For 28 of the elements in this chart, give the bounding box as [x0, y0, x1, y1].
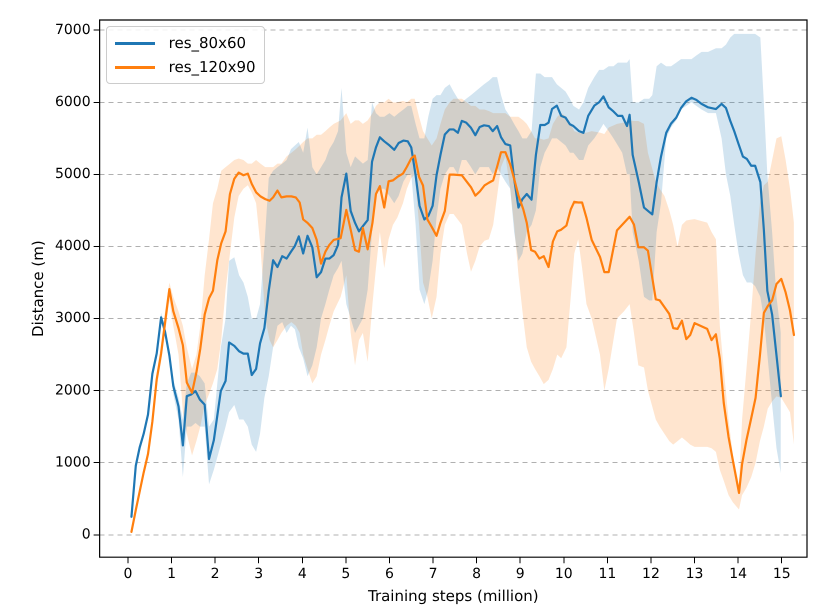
- y-tick-label: 4000: [54, 238, 91, 254]
- y-tick-label: 1000: [54, 454, 91, 470]
- y-tick-label: 5000: [54, 166, 91, 182]
- y-tick-label: 3000: [54, 310, 91, 326]
- x-axis-title: Training steps (million): [366, 586, 539, 605]
- x-tick-label: 8: [472, 566, 482, 582]
- x-tick-label: 13: [686, 566, 704, 582]
- y-tick-label: 0: [82, 526, 91, 542]
- y-tick-label: 2000: [54, 382, 91, 398]
- legend-label: res_80x60: [168, 34, 246, 52]
- y-tick-label: 6000: [54, 94, 91, 110]
- x-tick-label: 9: [516, 566, 525, 582]
- x-tick-label: 1: [167, 566, 176, 582]
- x-tick-label: 10: [554, 566, 573, 582]
- legend-label: res_120x90: [168, 58, 256, 76]
- x-tick-label: 2: [210, 566, 220, 582]
- x-tick-label: 12: [642, 566, 660, 582]
- x-tick-label: 0: [124, 566, 132, 582]
- x-tick-label: 6: [385, 566, 394, 582]
- x-tick-label: 3: [254, 566, 264, 582]
- y-axis-title: Distance (m): [28, 240, 47, 337]
- x-tick-label: 15: [772, 566, 791, 582]
- x-tick-label: 11: [598, 566, 616, 582]
- x-tick-label: 4: [298, 566, 307, 582]
- y-tick-label: 7000: [54, 22, 91, 38]
- x-tick-label: 5: [341, 566, 350, 582]
- x-tick-label: 7: [428, 566, 438, 582]
- x-tick-label: 14: [729, 566, 748, 582]
